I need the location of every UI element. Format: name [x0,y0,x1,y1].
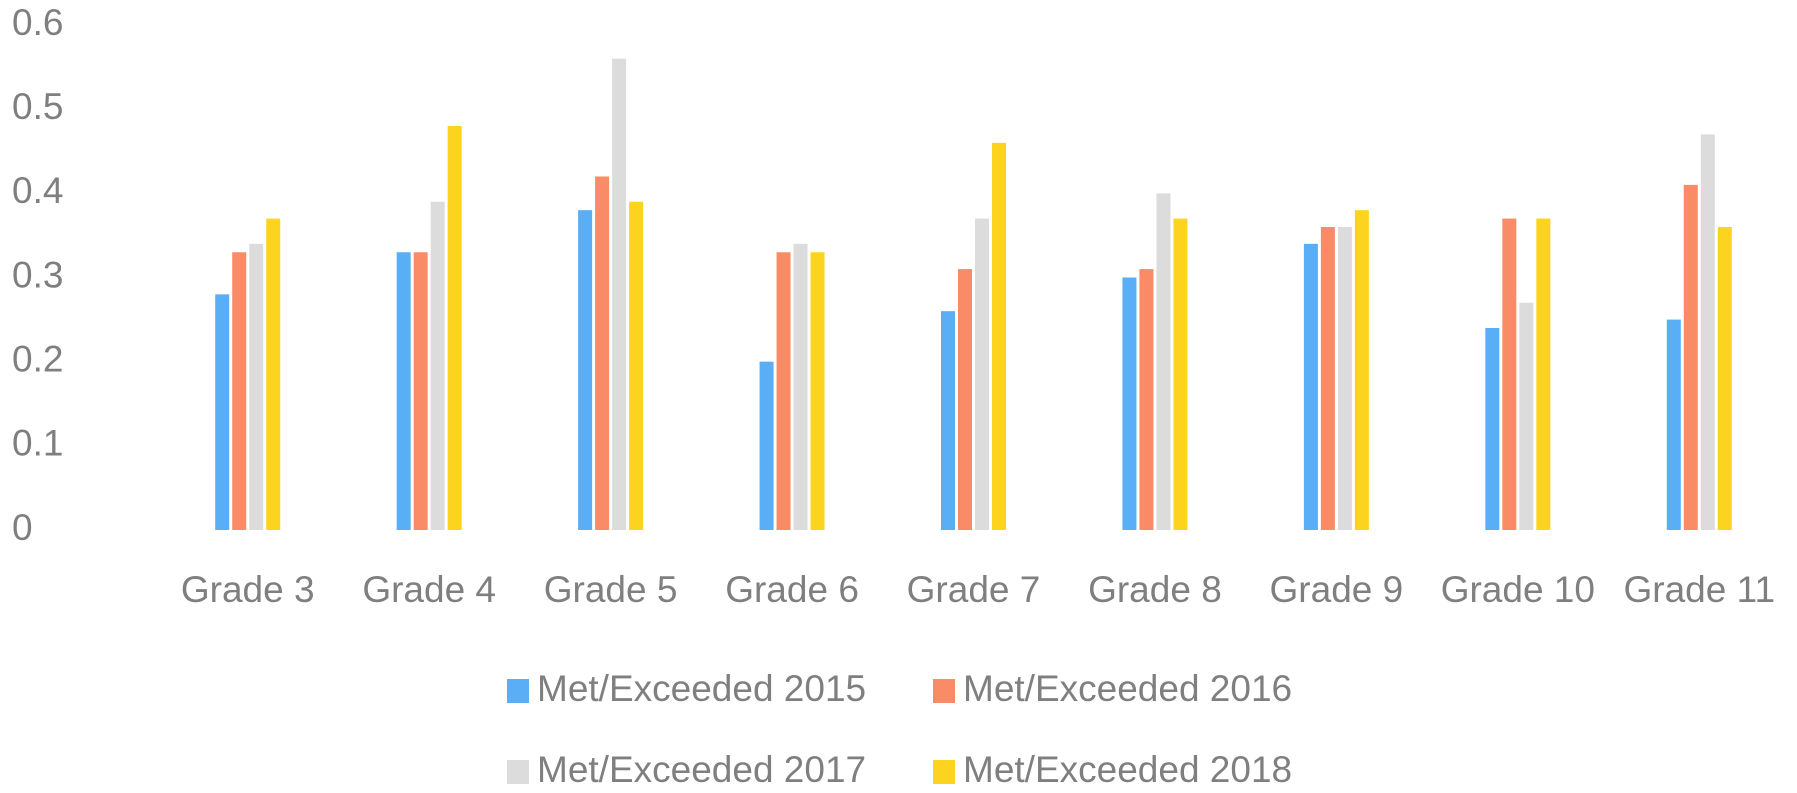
bar [1683,184,1698,530]
y-tick-label: 0.6 [12,2,63,43]
bar [958,269,972,530]
x-tick-label: Grade 7 [907,569,1041,610]
x-tick-label: Grade 3 [181,569,315,610]
bar [793,243,808,531]
x-tick-label: Grade 10 [1441,569,1595,610]
bar [810,252,825,530]
legend-swatch [507,760,529,784]
bar [1700,134,1715,530]
legend-swatch [933,760,955,784]
x-tick-label: Grade 9 [1270,569,1404,610]
legend-swatch [507,679,529,703]
legend-label: Met/Exceeded 2015 [537,668,866,709]
bar [430,201,445,530]
bar [232,252,247,530]
x-tick-label: Grade 5 [544,569,678,610]
bar [578,210,593,530]
bar [595,176,610,530]
bar [1337,227,1352,530]
x-tick-label: Grade 11 [1624,569,1776,610]
x-tick-label: Grade 6 [725,569,859,610]
bar [629,201,644,530]
bar [447,126,462,530]
bar [975,218,989,531]
bar [1717,227,1732,530]
bar [1502,218,1517,531]
bar [413,252,428,530]
bar [266,218,281,531]
bar [396,252,411,530]
bar [1122,277,1137,530]
legend-label: Met/Exceeded 2016 [963,668,1292,709]
y-tick-label: 0.4 [12,170,63,211]
y-tick-label: 0.1 [12,423,63,464]
bar [1354,210,1369,530]
bar [1666,319,1681,530]
bar [1519,302,1534,530]
legend-swatch [933,679,955,703]
bar [1320,227,1335,530]
bar [1139,269,1154,530]
y-tick-label: 0.5 [12,86,63,127]
bar [941,311,955,530]
x-tick-label: Grade 4 [362,569,496,610]
bar [992,142,1006,531]
y-tick-label: 0 [12,507,33,548]
legend-label: Met/Exceeded 2017 [537,749,866,790]
y-tick-label: 0.3 [12,254,63,295]
bar [776,252,791,530]
bar [1536,218,1551,531]
y-tick-label: 0.2 [12,338,63,379]
bar [215,294,230,530]
bar [1485,328,1500,530]
bar [759,361,774,530]
bar [1156,193,1171,531]
bar [1173,218,1188,531]
bar [612,58,627,531]
bar [1303,243,1318,531]
legend-label: Met/Exceeded 2018 [963,749,1292,790]
bar [249,243,264,531]
x-tick-label: Grade 8 [1088,569,1222,610]
